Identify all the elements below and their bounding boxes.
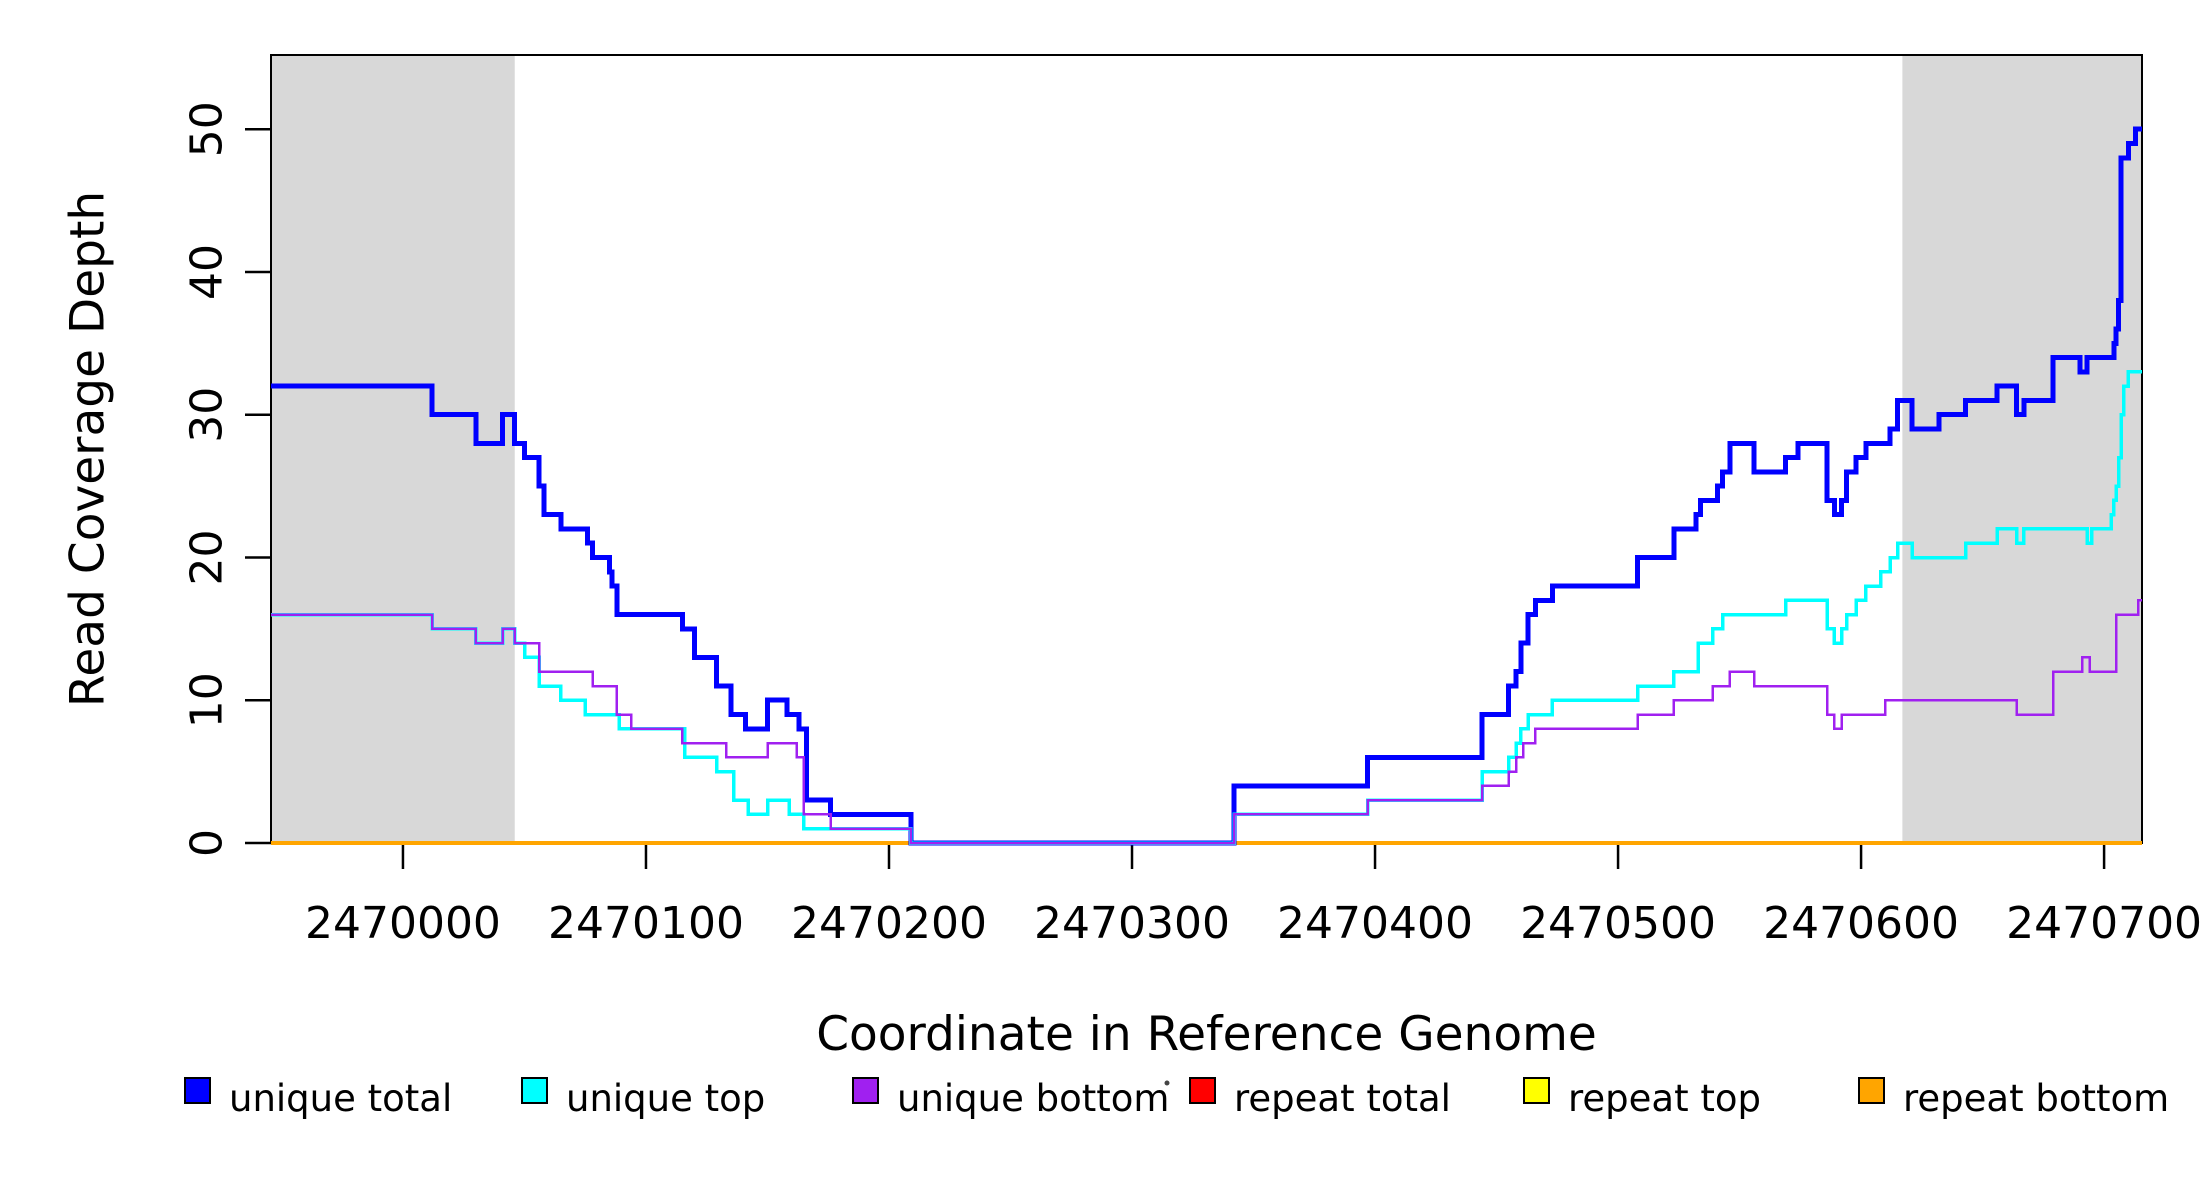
stray-dot [1164,1080,1170,1086]
x-tick-label: 2470100 [548,898,744,949]
y-axis-title: Read Coverage Depth [61,191,116,707]
legend-swatch-repeat-bottom [1858,1077,1885,1104]
x-tick-label: 2470500 [1520,898,1716,949]
y-tick-label: 50 [182,101,233,157]
legend-swatch-unique-bottom [852,1077,879,1104]
legend-item-repeat-total: repeat total [1189,1077,1451,1120]
legend-item-unique-bottom: unique bottom [852,1077,1169,1120]
y-tick-label: 10 [182,672,233,728]
legend-item-repeat-bottom: repeat bottom [1858,1077,2169,1120]
x-axis-title: Coordinate in Reference Genome [816,1007,1597,1062]
series-lines [271,126,2142,846]
y-tick-label: 20 [182,529,233,585]
shaded-regions [271,55,2142,843]
y-tick-label: 40 [182,244,233,300]
legend-label: unique top [566,1077,765,1120]
legend-label: repeat bottom [1903,1077,2169,1120]
y-tick-label: 0 [182,829,233,857]
legend: unique total unique top unique bottom repea… [184,1077,2169,1120]
legend-swatch-repeat-top [1523,1077,1550,1104]
y-tick-label: 30 [182,387,233,443]
legend-item-repeat-top: repeat top [1523,1077,1761,1120]
legend-label: repeat total [1234,1077,1451,1120]
series-unique-total [271,126,2142,846]
x-tick-label: 2470400 [1277,898,1473,949]
shaded-region-1 [1902,55,2142,843]
x-tick-label: 2470200 [791,898,987,949]
legend-label: repeat top [1568,1077,1761,1120]
legend-item-unique-total: unique total [184,1077,452,1120]
legend-item-unique-top: unique top [521,1077,765,1120]
y-axis: 0 10 20 30 40 50 [182,101,271,857]
legend-swatch-unique-total [184,1077,211,1104]
x-tick-label: 2470700 [2006,898,2200,949]
legend-label: unique bottom [897,1077,1169,1120]
legend-swatch-unique-top [521,1077,548,1104]
x-axis: 2470000 2470100 2470200 2470300 2470400 24705… [305,843,2200,949]
legend-label: unique total [229,1077,452,1120]
series-unique-bottom [271,599,2142,845]
x-tick-label: 2470600 [1763,898,1959,949]
shaded-region-0 [271,55,515,843]
x-tick-label: 2470300 [1034,898,1230,949]
legend-swatch-repeat-total [1189,1077,1216,1104]
x-tick-label: 2470000 [305,898,501,949]
